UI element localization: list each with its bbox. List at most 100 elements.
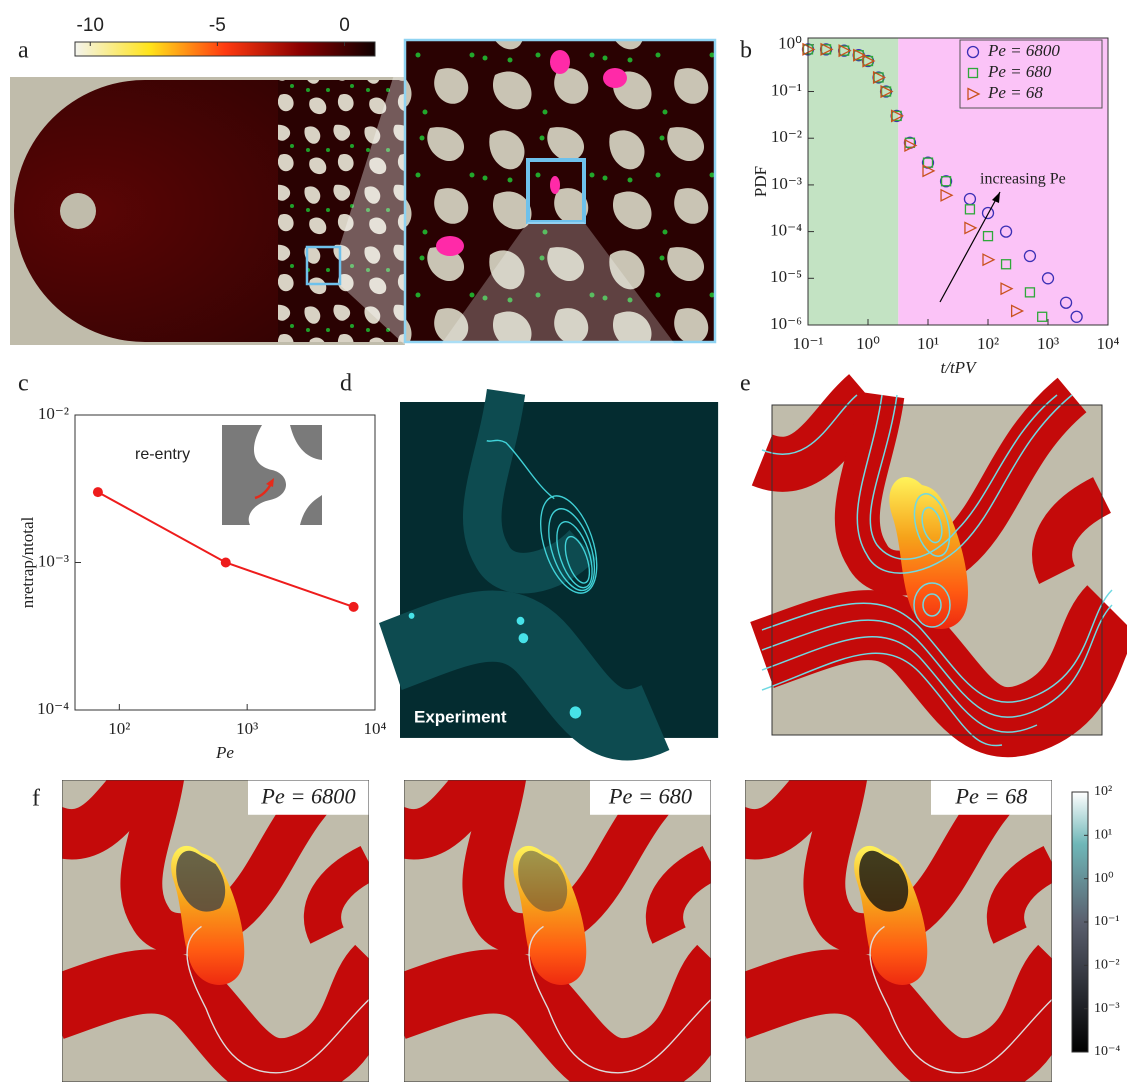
colorbar-tick-label: 10² bbox=[1094, 784, 1112, 799]
x-tick-label: 10¹ bbox=[917, 334, 939, 353]
marker bbox=[982, 253, 996, 267]
title-box bbox=[931, 780, 1052, 815]
experiment-image bbox=[379, 388, 719, 761]
particle-cloud bbox=[859, 850, 909, 912]
colorbar-tick-label: -5 bbox=[209, 15, 226, 36]
axes-frame bbox=[807, 37, 1109, 326]
trajectory bbox=[528, 925, 711, 1074]
arrow bbox=[939, 191, 1001, 303]
marker bbox=[1059, 296, 1073, 309]
zoom-cone bbox=[400, 222, 718, 402]
legend-label: Pe = 6800 bbox=[987, 41, 1060, 60]
marker bbox=[1041, 272, 1055, 285]
obstacle bbox=[60, 193, 96, 229]
marker bbox=[1000, 259, 1012, 270]
marker bbox=[904, 138, 918, 153]
marker bbox=[967, 67, 979, 79]
colorbar-tick-label: 10⁻¹ bbox=[1094, 914, 1120, 929]
streamlines bbox=[761, 394, 1113, 747]
annotation: re-entry bbox=[135, 446, 190, 463]
particle-cloud bbox=[176, 850, 226, 912]
marker bbox=[1037, 311, 1048, 322]
marker bbox=[92, 487, 103, 498]
marker bbox=[982, 230, 994, 242]
particle-cloud bbox=[518, 850, 568, 912]
x-tick-label: 10⁴ bbox=[364, 719, 387, 738]
marker bbox=[939, 175, 953, 188]
marker bbox=[999, 225, 1013, 238]
frame bbox=[771, 404, 1103, 736]
y-tick-label: 10⁻² bbox=[38, 404, 69, 423]
marker bbox=[981, 206, 995, 220]
x-tick-label: 10³ bbox=[236, 719, 258, 738]
y-tick-label: 10⁻⁴ bbox=[37, 699, 69, 718]
y-tick-label: 10⁻⁵ bbox=[770, 267, 802, 286]
marker bbox=[820, 42, 834, 56]
simulation-image: Pe = 68 bbox=[745, 780, 1052, 1082]
x-axis-label: Pe bbox=[215, 743, 234, 762]
annotation: increasing Pe bbox=[980, 171, 1066, 188]
simulation-image: Pe = 680 bbox=[404, 780, 711, 1082]
legend-label: Pe = 680 bbox=[987, 62, 1052, 81]
x-tick-label: 10² bbox=[108, 719, 130, 738]
marker bbox=[862, 54, 876, 68]
trajectory bbox=[186, 925, 369, 1074]
marker bbox=[1070, 310, 1083, 323]
colorbar-tick-label: 10⁻³ bbox=[1094, 1001, 1120, 1016]
marker bbox=[964, 221, 978, 235]
colorbar bbox=[74, 41, 376, 57]
arrow-head bbox=[992, 192, 1000, 203]
re-entry-inset bbox=[222, 425, 322, 525]
y-tick-label: 10⁻³ bbox=[38, 551, 69, 570]
marker bbox=[853, 48, 867, 62]
retrap-chart: 10² 10³ 10⁴ 10⁻⁴ 10⁻³ 10⁻² Pe nretrap/ntotal re-… bbox=[18, 404, 387, 762]
shaded-region bbox=[898, 38, 1108, 325]
colorbar-ticks: 10⁻⁴ 10⁻³ 10⁻² 10⁻¹ 10⁰ 10¹ 10² bbox=[1084, 784, 1120, 1059]
panel-label: c bbox=[18, 371, 29, 397]
zoom-box bbox=[305, 245, 342, 286]
simulation-row: Pe = 6800 Pe = 680 Pe = 68 bbox=[62, 780, 1052, 1082]
zoom-box bbox=[526, 158, 586, 224]
colorbar-tick-label: 10¹ bbox=[1094, 828, 1112, 843]
x-tick-label: 10⁻¹ bbox=[792, 334, 823, 353]
x-tick-label: 10³ bbox=[1037, 334, 1059, 353]
x-axis-label: t/tPV bbox=[941, 358, 979, 377]
shaded-region bbox=[808, 38, 899, 325]
marker bbox=[348, 601, 359, 612]
panel-label: e bbox=[740, 371, 751, 397]
marker bbox=[880, 84, 894, 99]
colorbar-tick-label: 10⁻² bbox=[1094, 958, 1120, 973]
marker bbox=[1010, 304, 1025, 318]
porous-medium bbox=[278, 80, 405, 342]
marker bbox=[940, 188, 954, 202]
x-tick-label: 10⁴ bbox=[1097, 334, 1120, 353]
marker bbox=[967, 87, 981, 101]
y-tick-label: 10⁻³ bbox=[771, 174, 802, 193]
x-tick-label: 10⁰ bbox=[856, 334, 880, 353]
y-tick-label: 10⁻⁶ bbox=[770, 314, 802, 333]
title-box bbox=[248, 780, 369, 815]
colorbar-tick-label: 10⁰ bbox=[1094, 871, 1114, 886]
simulation-image bbox=[762, 395, 1112, 746]
panel-title: Pe = 68 bbox=[954, 783, 1027, 808]
colorbar-ticks: -10 -5 0 bbox=[77, 15, 350, 46]
legend-label: Pe = 68 bbox=[987, 83, 1043, 102]
y-tick-label: 10⁻² bbox=[771, 127, 802, 146]
y-tick-label: 10⁻¹ bbox=[771, 80, 802, 99]
marker bbox=[1024, 287, 1036, 298]
panel-label: a bbox=[18, 38, 29, 64]
marker bbox=[872, 70, 887, 85]
marker bbox=[922, 164, 936, 178]
marker bbox=[940, 176, 952, 187]
colorbar-tick-label: 0 bbox=[339, 15, 350, 36]
y-tick-label: 10⁻⁴ bbox=[770, 221, 802, 240]
panel-label: f bbox=[32, 786, 40, 812]
zoom-image bbox=[403, 38, 717, 344]
pdf-chart: 10⁻¹ 10⁰ 10¹ 10² 10³ 10⁴ 10⁻⁶ 10⁻⁵ 10⁻⁴ 10⁻³ 10⁻² 1… bbox=[751, 34, 1120, 377]
trapped-particles bbox=[436, 50, 627, 256]
marker bbox=[1000, 282, 1014, 296]
marker bbox=[966, 45, 980, 59]
panel-title: Pe = 6800 bbox=[260, 783, 355, 808]
colorbar-tick-label: 10⁻⁴ bbox=[1094, 1044, 1120, 1059]
panel-title: Pe = 680 bbox=[608, 783, 692, 808]
